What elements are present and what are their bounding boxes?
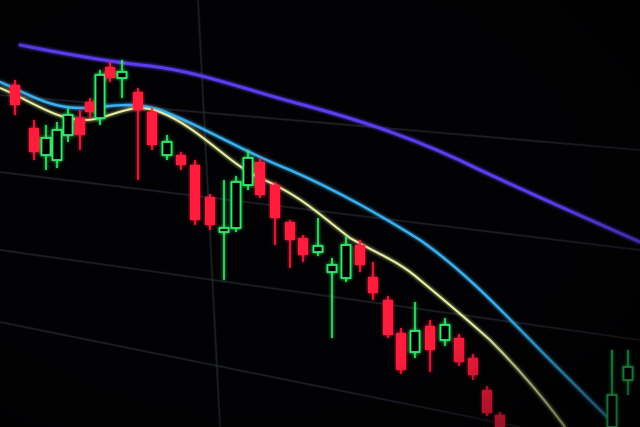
vignette xyxy=(0,0,640,427)
screen-photo xyxy=(0,0,640,427)
page: (() => { const ns = 'http://www.w3.org/2… xyxy=(0,0,640,427)
